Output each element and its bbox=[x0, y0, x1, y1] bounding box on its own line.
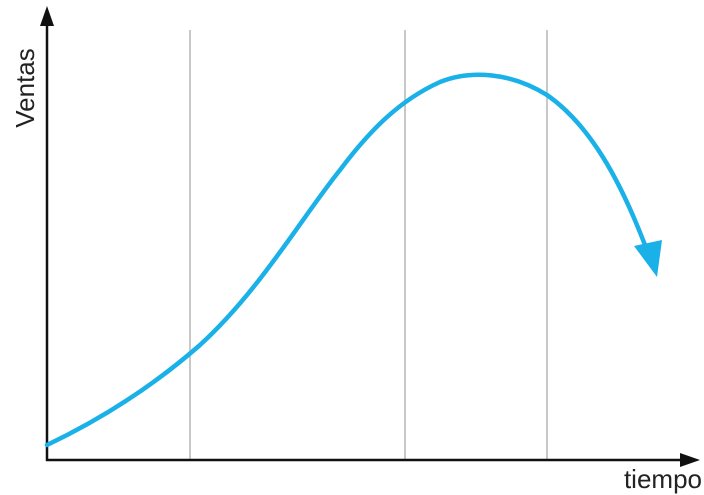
curve-arrow bbox=[634, 240, 662, 277]
stage-dividers bbox=[189, 30, 548, 460]
x-axis-label: tiempo bbox=[624, 464, 702, 494]
x-axis-arrow bbox=[680, 453, 700, 467]
axes bbox=[45, 22, 688, 462]
y-axis-label: Ventas bbox=[10, 48, 40, 128]
sales-curve bbox=[44, 72, 648, 448]
y-axis-arrow bbox=[40, 6, 54, 26]
